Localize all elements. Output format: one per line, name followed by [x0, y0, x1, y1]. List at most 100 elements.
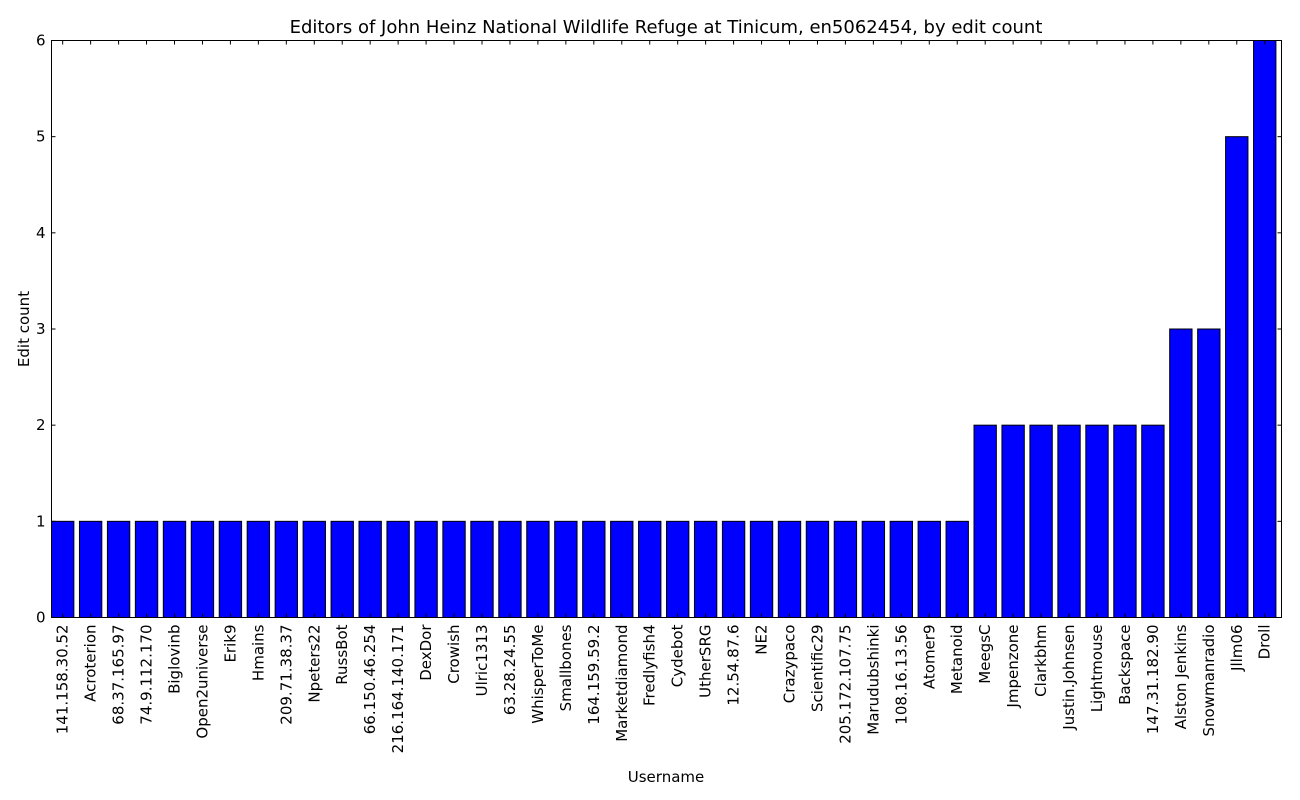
bar-2 [106, 520, 131, 619]
x-tick-label: Crowish [445, 625, 463, 684]
bar-19 [582, 520, 606, 619]
y-tick-label: 4 [36, 224, 46, 242]
x-tick-label: Backspace [1116, 625, 1134, 705]
bar-11 [358, 520, 382, 619]
x-tick-label: Justin.Johnsen [1060, 625, 1078, 731]
plot-frame [51, 40, 1282, 618]
bar-18 [554, 520, 578, 619]
y-axis-label: Edit count [15, 291, 33, 367]
x-tick-label: 164.159.59.2 [585, 625, 603, 725]
bar-1 [78, 520, 103, 619]
bar-42 [1225, 136, 1249, 618]
x-tick-label: Scientific29 [808, 625, 826, 713]
chart-title: Editors of John Heinz National Wildlife … [290, 17, 1043, 38]
x-tick-label: Alston Jenkins [1172, 624, 1190, 729]
x-tick-label: Erik9 [221, 625, 239, 663]
bar-26 [777, 520, 802, 619]
y-tick-label: 6 [36, 32, 46, 50]
x-tick-label: Atomer9 [920, 625, 938, 690]
bars-group [51, 40, 1277, 619]
bar-25 [749, 520, 774, 619]
x-tick-label: 147.31.182.90 [1144, 625, 1162, 735]
y-tick-label: 5 [36, 128, 46, 146]
x-tick-label: Cydebot [669, 624, 687, 687]
x-tick-label: Marudubshinki [864, 625, 882, 735]
x-tick-label: 68.37.165.97 [110, 625, 128, 725]
y-tick-label: 3 [36, 320, 46, 338]
x-tick-label: Jmpenzone [1004, 625, 1022, 709]
x-tick-label: WhisperToMe [529, 625, 547, 724]
bar-17 [526, 520, 550, 619]
bar-7 [246, 520, 271, 619]
bar-36 [1057, 424, 1081, 619]
x-tick-label: Biglovinb [166, 625, 184, 694]
bar-14 [442, 520, 466, 619]
x-tick-label: Lightmouse [1088, 625, 1106, 713]
bar-21 [638, 520, 662, 619]
x-tick-label: Ulric1313 [473, 625, 491, 697]
x-tick-label: NE2 [753, 625, 771, 655]
bar-5 [190, 520, 215, 619]
x-tick-label: Crazypaco [781, 625, 799, 704]
bar-12 [386, 520, 410, 619]
x-tick-label: 141.158.30.52 [54, 625, 72, 735]
bar-0 [51, 520, 75, 619]
bar-3 [134, 520, 159, 619]
bar-15 [470, 520, 494, 619]
bar-30 [889, 520, 914, 619]
x-axis: 141.158.30.52 Acroterion 68.37.165.97 74.9.… [54, 40, 1274, 754]
bar-38 [1113, 424, 1137, 619]
bar-8 [274, 520, 299, 619]
bar-27 [805, 520, 830, 619]
x-tick-label: Smallbones [557, 624, 575, 711]
y-tick-label: 0 [36, 609, 46, 627]
bar-39 [1141, 424, 1165, 619]
x-tick-label: Npeters22 [305, 625, 323, 703]
x-tick-label: 216.164.140.171 [389, 625, 407, 754]
x-tick-label: Hmains [249, 624, 267, 681]
bar-29 [861, 520, 886, 619]
x-tick-label: Droll [1256, 625, 1274, 660]
bar-43 [1253, 40, 1277, 618]
x-tick-label: Acroterion [82, 625, 100, 702]
x-tick-label: 205.172.107.75 [836, 625, 854, 744]
bar-23 [693, 520, 718, 619]
bar-24 [721, 520, 746, 619]
bar-20 [610, 520, 634, 619]
y-tick-label: 1 [36, 512, 46, 530]
bar-28 [833, 520, 858, 619]
bar-33 [973, 424, 997, 619]
bar-6 [218, 520, 243, 619]
bar-4 [162, 520, 187, 619]
x-tick-label: 108.16.13.56 [892, 625, 910, 725]
x-tick-label: Jllm06 [1228, 625, 1246, 672]
x-tick-label: Clarkbhm [1032, 625, 1050, 697]
bar-41 [1197, 328, 1221, 618]
x-tick-label: Marketdiamond [613, 625, 631, 742]
bar-13 [414, 520, 438, 619]
bar-9 [302, 520, 326, 619]
x-tick-label: 66.150.46.254 [361, 625, 379, 735]
x-tick-label: 74.9.112.170 [138, 625, 156, 725]
x-tick-label: DexDor [417, 624, 435, 681]
x-tick-label: Fredlyfish4 [641, 625, 659, 706]
bar-34 [1001, 424, 1025, 619]
bar-35 [1029, 424, 1053, 619]
x-tick-label: MeegsC [976, 625, 994, 684]
bar-40 [1169, 328, 1193, 618]
bar-16 [498, 520, 522, 619]
x-tick-label: UtherSRG [697, 625, 715, 698]
x-tick-label: Metanoid [948, 625, 966, 695]
x-tick-label: 12.54.87.6 [725, 625, 743, 706]
y-tick-label: 2 [36, 416, 46, 434]
bar-22 [666, 520, 690, 619]
bar-10 [330, 520, 354, 619]
x-axis-label: Username [628, 768, 704, 786]
bar-32 [945, 520, 969, 619]
x-tick-label: RussBot [333, 624, 351, 684]
x-tick-label: 209.71.38.37 [277, 625, 295, 725]
y-axis: 0 1 2 3 4 5 6 [36, 32, 1282, 627]
bar-37 [1085, 424, 1109, 619]
x-tick-label: 63.28.24.55 [501, 625, 519, 716]
